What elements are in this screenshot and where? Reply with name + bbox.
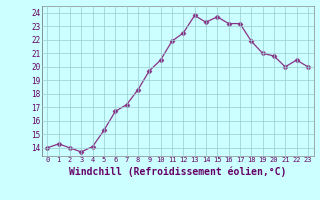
X-axis label: Windchill (Refroidissement éolien,°C): Windchill (Refroidissement éolien,°C) [69, 166, 286, 177]
